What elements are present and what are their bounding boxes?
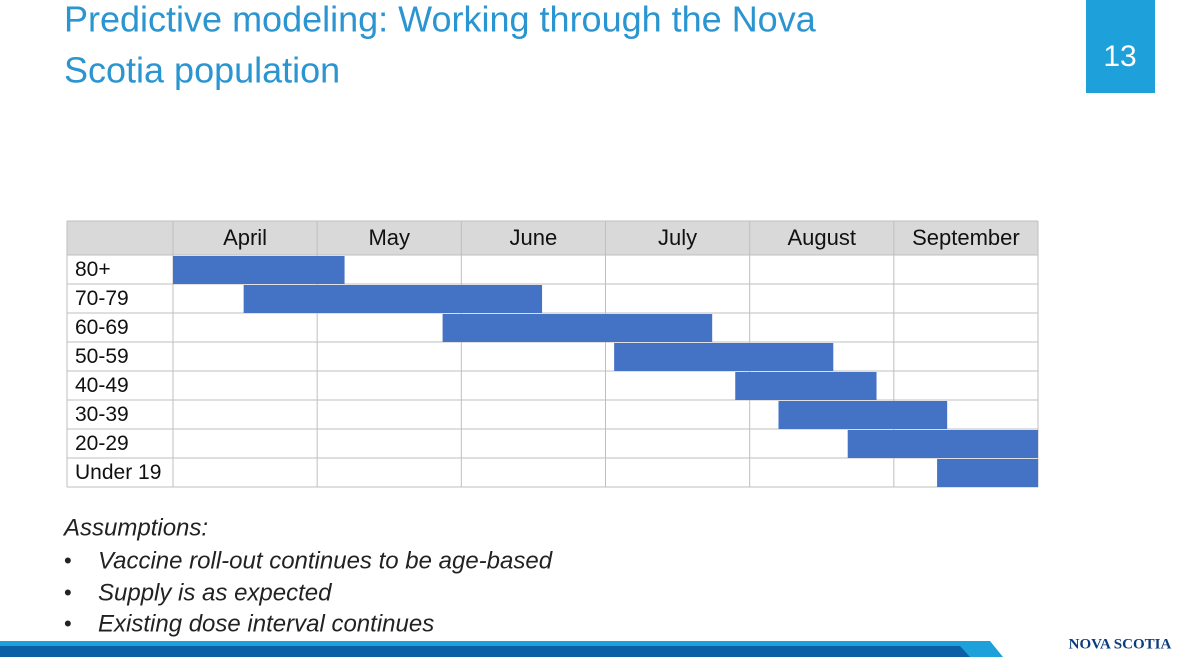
gantt-bar (442, 314, 713, 342)
slide-title: Scotia population (64, 50, 340, 91)
row-label: Under 19 (75, 461, 161, 484)
row-label: 60-69 (75, 316, 129, 339)
gantt-bar (614, 343, 834, 371)
row-label: 70-79 (75, 287, 129, 310)
bullet: • (64, 580, 72, 605)
note: Vaccine roll-out continues to be age-bas… (98, 547, 553, 574)
footer-band (0, 646, 970, 657)
row-label: 50-59 (75, 345, 129, 368)
row-label: 80+ (75, 258, 111, 281)
header-row (67, 221, 1038, 255)
bullet: • (64, 611, 72, 636)
notes-heading: Assumptions: (62, 514, 208, 541)
row-label: 30-39 (75, 403, 129, 426)
gantt-bar (243, 285, 543, 313)
month-label: July (658, 225, 697, 250)
row-label: 40-49 (75, 374, 129, 397)
slide-title: Predictive modeling: Working through the… (64, 0, 817, 40)
month-label: September (912, 225, 1020, 250)
note: Supply is as expected (98, 579, 332, 606)
gantt-bar (173, 256, 345, 284)
gantt-bar (778, 401, 948, 429)
month-label: August (788, 225, 857, 250)
month-label: May (368, 225, 410, 250)
logo: NOVA SCOTIA (1069, 636, 1172, 652)
month-label: June (510, 225, 558, 250)
month-label: April (223, 225, 267, 250)
page-number-box (1086, 0, 1155, 93)
row-label: 20-29 (75, 432, 129, 455)
gantt-bar (735, 372, 877, 400)
bullet: • (64, 548, 72, 573)
note: Existing dose interval continues (98, 610, 434, 637)
gantt-bar (937, 459, 1038, 487)
gantt-chart: April May June July August September 80+ 70-79 6… (66, 220, 1039, 488)
gantt-bar (847, 430, 1038, 458)
page-number: 13 (1103, 40, 1136, 73)
